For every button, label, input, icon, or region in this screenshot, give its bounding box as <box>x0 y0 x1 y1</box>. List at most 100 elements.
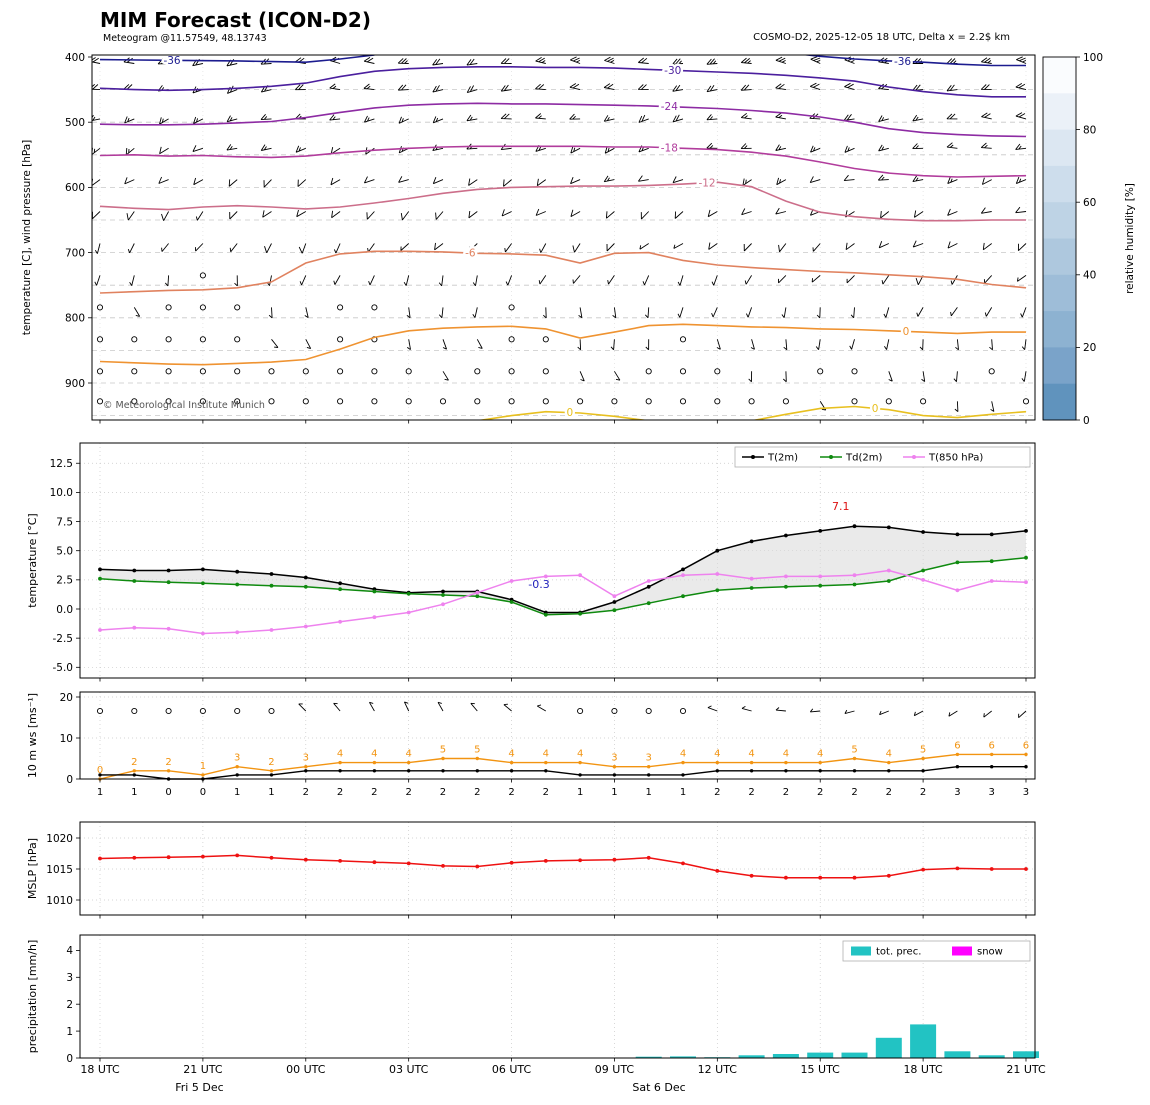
gust-value-label: 1 <box>200 761 206 772</box>
wind-barb <box>442 339 448 350</box>
mean-wind-value-label: 1 <box>97 787 103 798</box>
mean-wind-value-label: 2 <box>440 787 446 798</box>
wind-barb <box>672 84 684 92</box>
wind-barb <box>125 147 135 156</box>
wind-barb <box>913 210 924 218</box>
wind-barb <box>740 57 752 64</box>
gust-value-label: 4 <box>783 749 789 760</box>
wind-barb <box>403 701 410 712</box>
calm-wind-circle <box>165 707 172 715</box>
upper-air-y-axis-label: temperature [C], wind pressure [hPa] <box>21 140 33 336</box>
mean-wind-value-label: 2 <box>337 787 343 798</box>
wind-barb <box>124 116 135 124</box>
humidity-tick-label: 100 <box>1083 52 1103 64</box>
wind-barb <box>950 275 958 285</box>
wind-barb <box>578 307 583 319</box>
gust-value-label: 4 <box>714 749 720 760</box>
y-tick-label: 10.0 <box>50 487 73 499</box>
wind-barb <box>92 147 101 156</box>
wind-barb <box>234 275 238 287</box>
wind-barb <box>612 307 617 319</box>
humidity-tick-label: 20 <box>1083 342 1096 354</box>
contour-line <box>99 145 1027 178</box>
gust-value-label: 4 <box>337 749 343 760</box>
temperature-legend: T(2m) Td(2m) T(850 hPa) <box>734 446 1031 468</box>
calm-wind-circle <box>165 336 172 343</box>
wind-barb <box>638 175 649 182</box>
wind-barb <box>331 210 341 219</box>
mean-wind-value-label: 3 <box>954 787 960 798</box>
wind-barb <box>919 339 924 351</box>
calm-wind-circle <box>508 398 515 405</box>
day-label: Fri 5 Dec <box>175 1081 223 1094</box>
calm-wind-circle <box>439 398 447 405</box>
wind-barb <box>260 144 272 151</box>
pressure-tick-label: 500 <box>65 117 85 129</box>
contour-line <box>99 55 375 64</box>
wind-barb <box>538 275 547 285</box>
mean-wind-value-label: 1 <box>646 787 652 798</box>
x-tick-label: 21 UTC <box>1006 1063 1046 1076</box>
wind-barb <box>1021 371 1027 382</box>
precip-bar <box>635 1056 662 1058</box>
wind-barb <box>1015 83 1027 91</box>
wind-barb <box>1021 339 1027 350</box>
wind-barb <box>673 243 684 249</box>
wind-barb <box>844 709 855 715</box>
wind-barb <box>980 142 992 149</box>
wind-barb <box>947 176 958 185</box>
gust-value-label: 4 <box>371 749 377 760</box>
wind-barb <box>638 114 649 123</box>
calm-wind-circle <box>1022 398 1030 405</box>
wind-barb <box>983 710 992 718</box>
wind-barb <box>330 177 341 186</box>
calm-wind-circle <box>679 336 687 343</box>
wind-barb <box>810 145 821 153</box>
wind-barb <box>226 85 238 94</box>
humidity-tick-label: 0 <box>1083 415 1090 427</box>
wind-barb <box>298 703 307 712</box>
wind-barb <box>881 275 890 285</box>
calm-wind-circle <box>96 368 104 375</box>
wind-barb <box>775 144 786 151</box>
wind-barb <box>614 371 621 381</box>
wind-barb <box>92 83 101 91</box>
pressure-tick-label: 900 <box>65 378 85 390</box>
wind-barb <box>193 177 204 186</box>
x-tick-label: 18 UTC <box>903 1063 943 1076</box>
contour-label: -30 <box>664 65 681 77</box>
wind-barb <box>913 710 924 717</box>
wind-barb <box>782 371 787 383</box>
wind-barb <box>878 241 889 249</box>
calm-wind-circle <box>131 336 138 343</box>
wind-barb <box>158 176 169 184</box>
wind-barb <box>535 83 546 91</box>
wind-barb <box>438 307 444 319</box>
wind-barb <box>570 177 581 185</box>
gust-value-label: 5 <box>440 745 446 756</box>
wind-barb <box>672 58 684 65</box>
wind-barb <box>912 143 924 150</box>
calm-wind-circle <box>542 368 549 375</box>
wind-barb <box>706 114 718 121</box>
wind-barb <box>570 56 581 64</box>
wind-barb <box>127 243 135 254</box>
wind-barb <box>810 56 821 64</box>
x-tick-label: 15 UTC <box>801 1063 841 1076</box>
mean-wind-value-label: 1 <box>611 787 617 798</box>
x-tick-label: 06 UTC <box>492 1063 532 1076</box>
gust-value-label: 2 <box>165 757 171 768</box>
wind-barb <box>716 339 721 350</box>
wind-barb <box>878 115 889 123</box>
mean-wind-value-label: 2 <box>405 787 411 798</box>
gust-value-label: 5 <box>920 745 926 756</box>
wind-barb <box>466 58 478 66</box>
wind-barb <box>536 704 547 712</box>
calm-wind-circle <box>302 368 309 375</box>
wind-barb <box>161 243 169 252</box>
wind-barb <box>442 371 449 381</box>
gust-value-label: 3 <box>234 753 240 764</box>
gust-value-label: 3 <box>646 753 652 764</box>
wind-barb <box>92 211 101 220</box>
